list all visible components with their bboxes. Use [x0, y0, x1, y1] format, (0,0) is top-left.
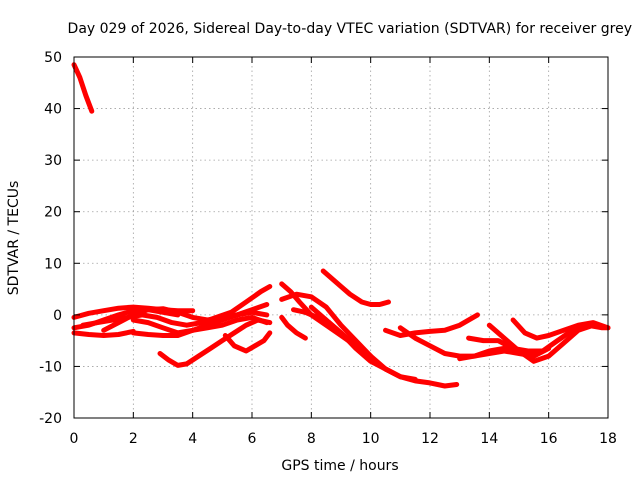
series-line-arc-21 — [486, 322, 596, 364]
tick-labels: 0 2 4 6 8 10 12 14 16 18 -20 -10 0 10 20 30 40 50 — [39, 50, 617, 447]
x-tick-label: 0 — [70, 431, 79, 447]
y-tick-label: 10 — [44, 256, 62, 272]
series-line-arc-10 — [222, 330, 273, 354]
chart-title: Day 029 of 2026, Sidereal Day-to-day VTE… — [68, 21, 632, 37]
y-tick-label: 0 — [53, 308, 62, 324]
y-tick-label: -10 — [39, 359, 62, 375]
y-tick-label: 50 — [44, 50, 62, 66]
x-axis-label: GPS time / hours — [281, 458, 398, 474]
series-line-arc-15 — [308, 304, 460, 389]
y-axis-label: SDTVAR / TECUs — [6, 181, 22, 296]
x-tick-label: 14 — [480, 431, 498, 447]
y-tick-label: 40 — [44, 102, 62, 118]
y-tick-label: -20 — [39, 411, 62, 427]
series-line-arc-09 — [157, 317, 273, 368]
series-line-arc-19 — [457, 345, 552, 362]
x-tick-label: 6 — [248, 431, 257, 447]
x-tick-label: 18 — [599, 431, 617, 447]
plot-frame — [73, 56, 609, 419]
series-line-arc-05 — [80, 284, 273, 328]
x-tick-label: 16 — [540, 431, 558, 447]
y-tick-label: 30 — [44, 153, 62, 169]
axis-ticks — [73, 56, 609, 419]
x-tick-label: 2 — [129, 431, 138, 447]
x-tick-label: 12 — [421, 431, 439, 447]
series-line-arc-22 — [510, 317, 611, 341]
x-tick-label: 8 — [307, 431, 316, 447]
series-line-arc-01 — [71, 62, 95, 114]
series-line-arc-04 — [71, 328, 136, 338]
series-line-arc-16 — [320, 268, 391, 307]
series-line-arc-17 — [383, 312, 480, 338]
grid-lines — [74, 57, 608, 418]
series-line-arc-08 — [130, 302, 270, 338]
y-tick-label: 20 — [44, 205, 62, 221]
x-tick-label: 10 — [362, 431, 380, 447]
series-line-arc-12 — [279, 314, 308, 341]
data-series-group — [71, 62, 611, 389]
x-tick-label: 4 — [188, 431, 197, 447]
